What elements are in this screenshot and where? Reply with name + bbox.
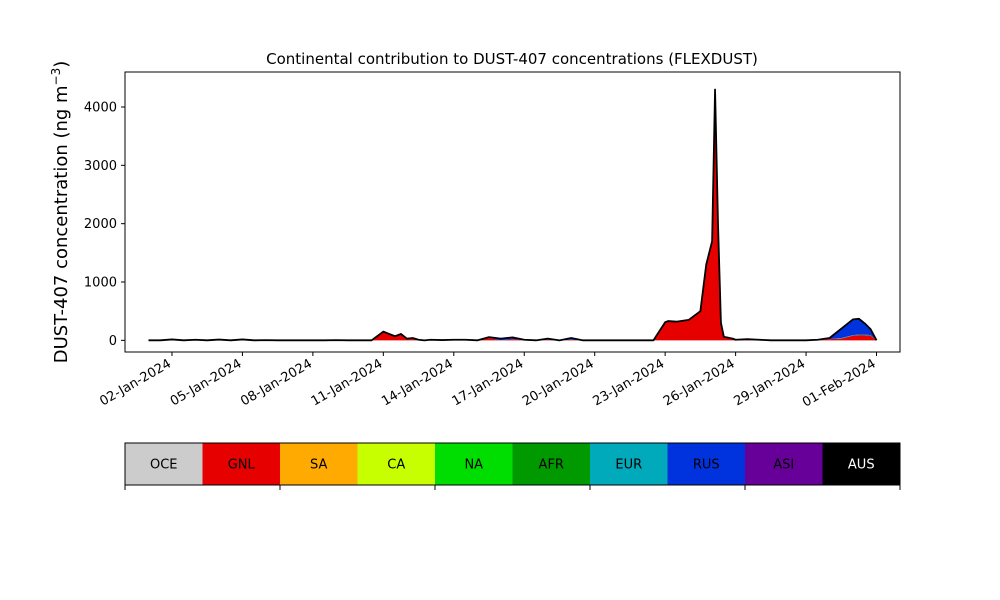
area-series-afr [148, 89, 877, 341]
legend-swatch-sa [280, 443, 358, 485]
x-tick-label: 02-Jan-2024 [97, 356, 174, 409]
legend-swatch-na [435, 443, 513, 485]
x-tick-label: 14-Jan-2024 [379, 356, 456, 409]
legend-swatch-asi [745, 443, 823, 485]
y-axis-label: DUST-407 concentration (ng m−3) [49, 61, 72, 364]
y-axis-ticks: 0 1000 2000 3000 4000 [84, 101, 125, 349]
y-tick-label: 0 [109, 334, 117, 349]
area-series-gnl [148, 89, 877, 341]
x-tick-label: 08-Jan-2024 [238, 356, 315, 409]
legend-swatch-rus [667, 443, 746, 485]
legend: OCE GNL SA CA NA AFR EUR RUS ASI AUS [124, 442, 901, 490]
legend-label-ca: CA [387, 458, 405, 473]
legend-label-rus: RUS [693, 458, 720, 473]
y-tick-label: 2000 [84, 217, 117, 232]
legend-swatch-gnl [202, 443, 281, 485]
legend-label-asi: ASI [773, 458, 794, 473]
y-axis-label-unit-exponent: −3 [49, 68, 63, 86]
legend-label-na: NA [464, 458, 483, 473]
legend-label-afr: AFR [539, 458, 564, 473]
x-tick-label: 20-Jan-2024 [520, 356, 597, 409]
y-tick-label: 1000 [84, 276, 117, 291]
legend-label-aus: AUS [848, 458, 875, 473]
area-series-layer [148, 88, 878, 342]
area-series-na [148, 89, 877, 341]
legend-swatch-afr [512, 443, 591, 485]
x-tick-label: 11-Jan-2024 [309, 356, 386, 409]
x-tick-label: 01-Feb-2024 [800, 356, 879, 410]
area-series-ca [148, 89, 877, 341]
x-tick-label: 26-Jan-2024 [661, 356, 738, 409]
legend-swatch-aus [822, 443, 901, 485]
area-series-eur [148, 89, 877, 341]
legend-label-oce: OCE [150, 458, 178, 473]
y-axis-label-close: ) [51, 61, 72, 68]
x-tick-label: 23-Jan-2024 [591, 356, 668, 409]
legend-swatch-ca [357, 443, 436, 485]
area-series-sa [148, 89, 877, 341]
y-tick-label: 4000 [84, 101, 117, 116]
legend-swatch-eur [590, 443, 668, 485]
total-outline-line [148, 88, 878, 342]
plot-frame [124, 71, 901, 353]
x-axis-ticks: 02-Jan-202405-Jan-202408-Jan-202411-Jan-… [97, 352, 879, 410]
y-tick-label: 3000 [84, 159, 117, 174]
legend-label-sa: SA [310, 458, 327, 473]
x-tick-label: 05-Jan-2024 [168, 356, 245, 409]
legend-label-eur: EUR [615, 458, 642, 473]
x-tick-label: 17-Jan-2024 [450, 356, 527, 409]
x-tick-label: 29-Jan-2024 [731, 356, 808, 409]
area-series-aus [148, 89, 877, 341]
legend-label-gnl: GNL [228, 458, 256, 473]
area-series-asi [148, 89, 877, 341]
y-axis-label-main: DUST-407 concentration (ng m [51, 85, 72, 363]
plot-area: 0 1000 2000 3000 4000 02-Jan-202405-Jan-2024… [84, 71, 901, 410]
area-series-rus [148, 89, 877, 341]
chart-title: Continental contribution to DUST-407 con… [266, 50, 758, 68]
legend-frame [124, 442, 901, 486]
legend-swatch-oce [125, 443, 203, 485]
